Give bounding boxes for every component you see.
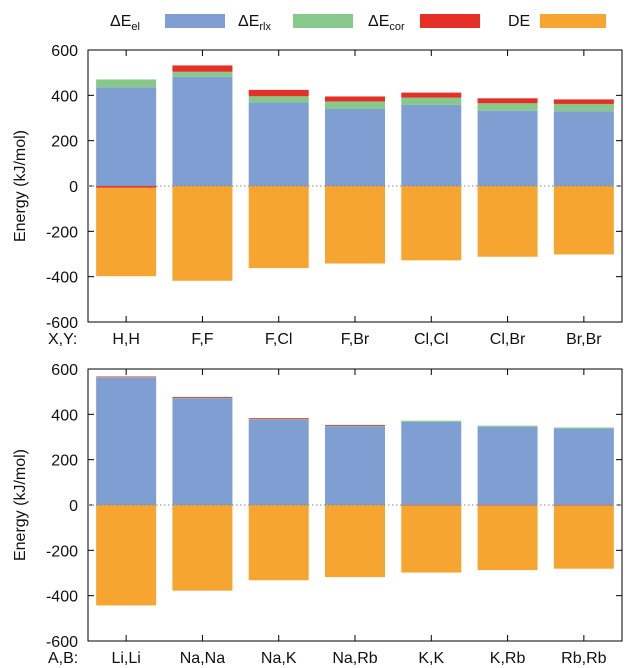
bar-erlx-cl-br xyxy=(477,103,538,111)
bar-eel-br-br xyxy=(553,111,614,186)
bar-ecor-k-rb xyxy=(477,505,538,506)
bar-eel-f-cl xyxy=(248,102,309,186)
bar-eel-k-rb xyxy=(477,426,538,505)
bar-de-k-k xyxy=(401,505,462,573)
y-tick-label: -200 xyxy=(46,224,78,241)
y-tick-label: 200 xyxy=(51,134,78,151)
y-axis-label: Energy (kJ/mol) xyxy=(12,130,29,242)
chart-legend: ΔEel ΔErlx ΔEcor DE xyxy=(110,13,606,33)
bar-de-br-br xyxy=(553,186,614,255)
x-tick-label: Li,Li xyxy=(111,650,140,667)
chart-panel-top: -600 -400 -200 0 200 400 600 Energy (kJ/mol) H,H… xyxy=(12,43,623,348)
y-tick-label: -200 xyxy=(46,543,78,560)
bar-de-cl-br xyxy=(477,186,538,257)
bar-eel-li-li xyxy=(96,377,157,505)
bar-de-f-br xyxy=(325,186,385,264)
bar-de-na-na xyxy=(172,505,233,591)
x-tick-label: F,Br xyxy=(341,331,370,348)
bar-de-li-li xyxy=(96,505,157,606)
x-tick-label: Cl,Cl xyxy=(414,331,449,348)
bar-de-cl-cl xyxy=(401,186,462,261)
legend-label-0: ΔEel xyxy=(110,13,140,33)
legend-swatch-2 xyxy=(420,14,480,28)
bar-ecor-br-br xyxy=(553,99,614,104)
bar-eel-k-k xyxy=(401,421,462,505)
bar-eel-h-h xyxy=(96,87,157,186)
x-tick-label: F,F xyxy=(191,331,213,348)
legend-swatch-0 xyxy=(165,14,225,28)
bar-de-k-rb xyxy=(477,505,538,571)
y-tick-label: 0 xyxy=(69,179,78,196)
y-tick-label: 600 xyxy=(51,362,78,379)
legend-swatch-1 xyxy=(293,14,353,28)
y-tick-label: 400 xyxy=(51,407,78,424)
bar-erlx-k-k xyxy=(401,420,462,422)
bar-eel-cl-cl xyxy=(401,104,462,186)
bar-ecor-f-cl xyxy=(248,89,309,97)
legend-label-1: ΔErlx xyxy=(238,13,271,33)
y-tick-label: 600 xyxy=(51,43,78,60)
y-tick-label: 200 xyxy=(51,453,78,470)
bar-erlx-k-rb xyxy=(477,425,538,427)
bar-erlx-f-cl xyxy=(248,96,309,103)
bar-erlx-f-f xyxy=(172,71,233,77)
bar-erlx-br-br xyxy=(553,103,614,112)
bar-eel-f-f xyxy=(172,76,233,186)
bar-de-na-rb xyxy=(325,505,385,578)
legend-swatch-3 xyxy=(540,14,606,28)
x-tick-label: Na,Na xyxy=(180,650,225,667)
y-tick-label: -400 xyxy=(46,589,78,606)
x-tick-label: Na,K xyxy=(261,650,297,667)
bar-de-h-h xyxy=(96,187,157,277)
bar-de-na-k xyxy=(248,505,309,581)
bar-ecor-h-h xyxy=(96,186,157,188)
bar-erlx-rb-rb xyxy=(553,427,614,429)
bar-ecor-f-br xyxy=(325,96,385,102)
x-tick-label: Br,Br xyxy=(566,331,602,348)
bar-ecor-cl-cl xyxy=(401,92,462,98)
bar-eel-f-br xyxy=(325,108,385,186)
bar-de-f-f xyxy=(172,186,233,281)
y-tick-label: -400 xyxy=(46,270,78,287)
bar-ecor-na-na xyxy=(172,397,233,399)
chart-panel-bottom: -600 -400 -200 0 200 400 600 Energy (kJ/mol) Li,… xyxy=(12,362,623,667)
x-tick-label: H,H xyxy=(112,331,140,348)
y-tick-label: -600 xyxy=(46,634,78,651)
y-axis-label: Energy (kJ/mol) xyxy=(12,449,29,561)
x-tick-label: K,Rb xyxy=(490,650,526,667)
bar-ecor-rb-rb xyxy=(553,505,614,506)
category-prefix-label: A,B: xyxy=(48,650,78,667)
bar-de-rb-rb xyxy=(553,505,614,569)
bar-eel-na-rb xyxy=(325,426,385,505)
bar-ecor-cl-br xyxy=(477,98,538,104)
x-tick-label: Rb,Rb xyxy=(561,650,606,667)
y-tick-label: 400 xyxy=(51,88,78,105)
bar-eel-na-k xyxy=(248,419,309,505)
bar-erlx-h-h xyxy=(96,79,157,88)
bar-ecor-li-li xyxy=(96,376,157,378)
bar-ecor-f-f xyxy=(172,65,233,72)
y-tick-label: -600 xyxy=(46,315,78,332)
bar-ecor-na-rb xyxy=(325,424,385,426)
legend-label-3: DE xyxy=(508,13,530,30)
bar-de-f-cl xyxy=(248,186,309,269)
legend-label-2: ΔEcor xyxy=(368,13,405,33)
bar-eel-cl-br xyxy=(477,110,538,186)
y-tick-label: 0 xyxy=(69,498,78,515)
x-tick-label: Na,Rb xyxy=(332,650,377,667)
x-tick-label: K,K xyxy=(418,650,444,667)
bar-ecor-na-k xyxy=(248,418,309,420)
bar-erlx-f-br xyxy=(325,101,385,109)
bar-eel-rb-rb xyxy=(553,428,614,505)
x-tick-label: Cl,Br xyxy=(490,331,526,348)
bar-erlx-cl-cl xyxy=(401,97,462,105)
x-tick-label: F,Cl xyxy=(265,331,293,348)
category-prefix-label: X,Y: xyxy=(48,331,77,348)
bar-eel-na-na xyxy=(172,398,233,505)
